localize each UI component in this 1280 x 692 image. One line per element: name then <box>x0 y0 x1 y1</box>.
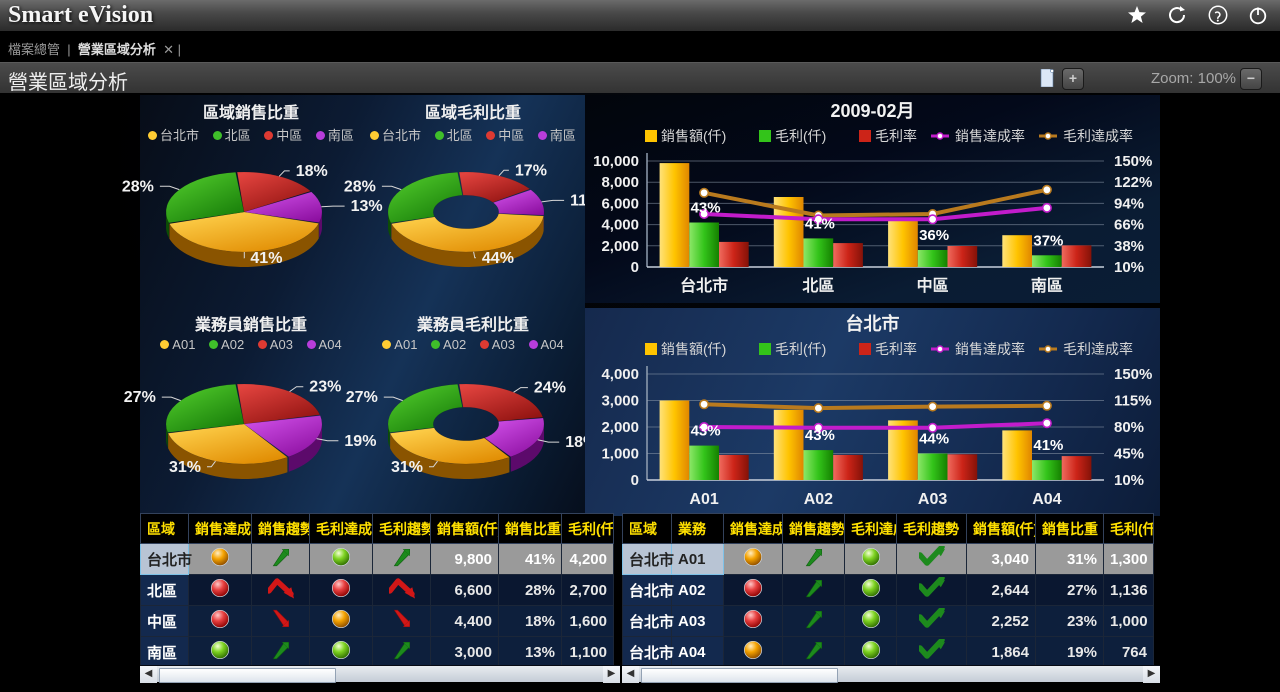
svg-text:43%: 43% <box>805 427 835 444</box>
svg-text:1,000: 1,000 <box>601 446 639 463</box>
svg-text:銷售達成率: 銷售達成率 <box>955 341 1025 357</box>
svg-text:31%: 31% <box>391 459 423 476</box>
svg-text:4,000: 4,000 <box>601 217 639 234</box>
svg-text:10%: 10% <box>1114 472 1144 489</box>
svg-text:41%: 41% <box>805 215 835 232</box>
svg-text:44%: 44% <box>919 431 949 448</box>
svg-text:毛利(仟): 毛利(仟) <box>775 341 826 357</box>
svg-text:37%: 37% <box>1033 232 1063 249</box>
svg-text:北區: 北區 <box>802 277 834 295</box>
svg-text:銷售額(仟): 銷售額(仟) <box>661 341 726 357</box>
svg-text:8,000: 8,000 <box>601 174 639 191</box>
svg-text:10,000: 10,000 <box>593 153 639 170</box>
svg-text:41%: 41% <box>250 250 282 267</box>
svg-text:150%: 150% <box>1114 366 1152 383</box>
svg-text:A02: A02 <box>804 491 833 508</box>
svg-text:10%: 10% <box>1114 259 1144 276</box>
svg-text:台北市: 台北市 <box>846 313 900 334</box>
svg-text:毛利(仟): 毛利(仟) <box>775 128 826 144</box>
svg-text:台北市: 台北市 <box>680 276 728 295</box>
svg-text:18%: 18% <box>296 163 328 180</box>
svg-text:銷售達成率: 銷售達成率 <box>955 128 1025 144</box>
svg-text:4,000: 4,000 <box>601 366 639 383</box>
svg-text:66%: 66% <box>1114 217 1144 234</box>
svg-text:41%: 41% <box>1033 437 1063 454</box>
svg-text:44%: 44% <box>482 250 514 267</box>
svg-text:28%: 28% <box>344 178 376 195</box>
svg-text:24%: 24% <box>534 380 566 397</box>
svg-text:A04: A04 <box>1032 491 1061 508</box>
svg-text:0: 0 <box>631 472 639 489</box>
svg-text:27%: 27% <box>124 389 156 406</box>
svg-text:毛利達成率: 毛利達成率 <box>1063 341 1133 357</box>
svg-text:115%: 115% <box>1114 393 1152 410</box>
svg-text:36%: 36% <box>919 227 949 244</box>
svg-text:23%: 23% <box>309 379 341 396</box>
svg-text:31%: 31% <box>169 459 201 476</box>
svg-text:94%: 94% <box>1114 195 1144 212</box>
svg-text:38%: 38% <box>1114 238 1144 255</box>
svg-text:43%: 43% <box>691 200 721 217</box>
svg-text:毛利達成率: 毛利達成率 <box>1063 128 1133 144</box>
svg-text:6,000: 6,000 <box>601 195 639 212</box>
svg-text:中區: 中區 <box>917 276 949 295</box>
svg-text:0: 0 <box>631 259 639 276</box>
svg-text:27%: 27% <box>346 389 378 406</box>
svg-text:28%: 28% <box>122 178 154 195</box>
svg-text:150%: 150% <box>1114 153 1152 170</box>
svg-text:A01: A01 <box>689 491 718 508</box>
svg-text:A03: A03 <box>918 491 947 508</box>
svg-text:2009-02月: 2009-02月 <box>830 101 914 121</box>
svg-text:銷售額(仟): 銷售額(仟) <box>661 128 726 144</box>
svg-text:122%: 122% <box>1114 174 1152 191</box>
svg-text:毛利率: 毛利率 <box>875 341 917 357</box>
svg-text:43%: 43% <box>691 423 721 440</box>
svg-text:17%: 17% <box>515 162 547 179</box>
svg-text:80%: 80% <box>1114 419 1144 436</box>
svg-text:45%: 45% <box>1114 446 1144 463</box>
svg-text:2,000: 2,000 <box>601 238 639 255</box>
svg-text:3,000: 3,000 <box>601 393 639 410</box>
svg-text:2,000: 2,000 <box>601 419 639 436</box>
svg-text:南區: 南區 <box>1031 276 1063 295</box>
svg-text:毛利率: 毛利率 <box>875 128 917 144</box>
